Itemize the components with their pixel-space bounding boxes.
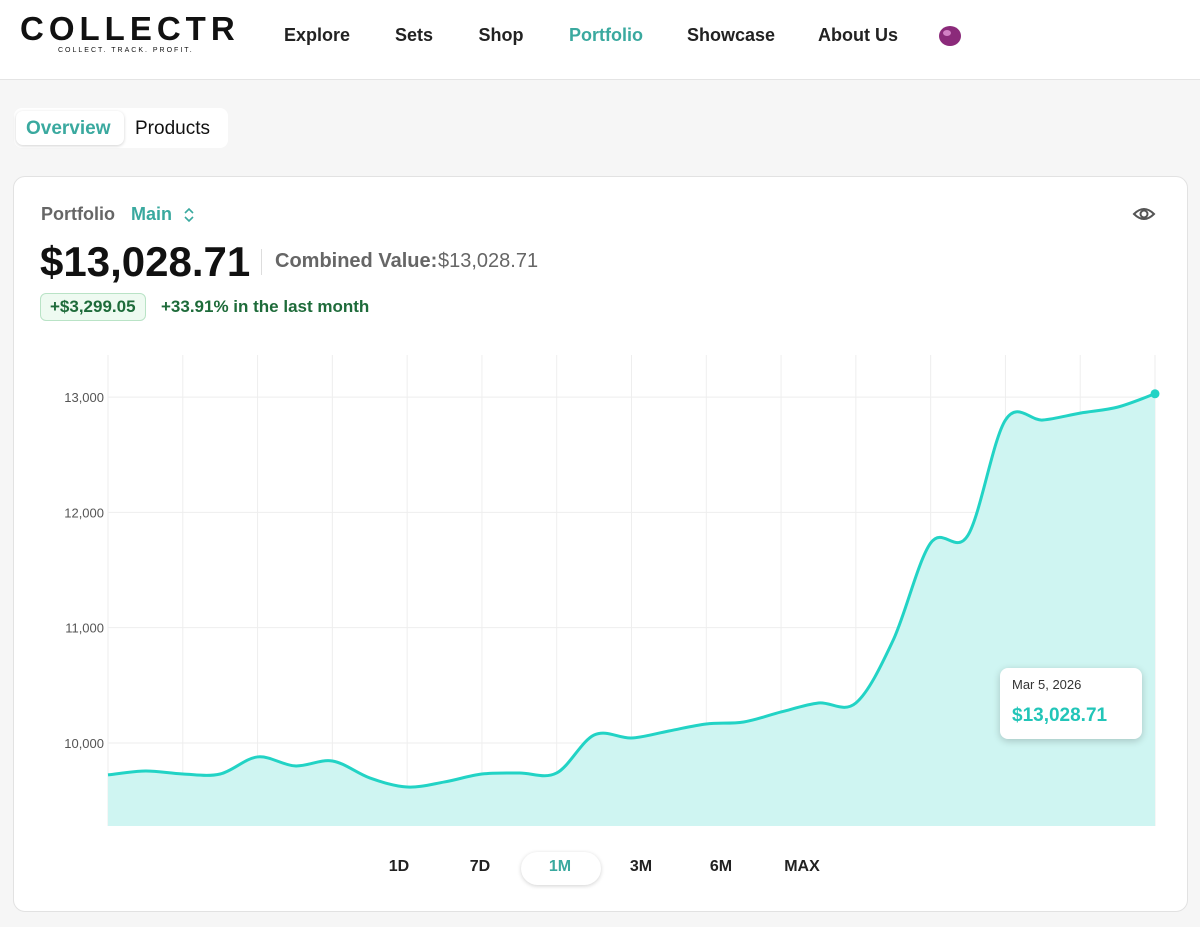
tagline: COLLECT. TRACK. PROFIT. [58,47,194,54]
combined-value: $13,028.71 [438,250,539,272]
logo[interactable]: COLLECTR [20,10,240,47]
nav-link[interactable]: Sets [394,25,434,45]
tab[interactable]: Overview [26,118,111,139]
range-button[interactable]: 7D [469,858,491,875]
range-button[interactable]: 1D [388,858,410,875]
change-badge: +$3,299.05 [40,293,146,321]
portfolio-value: $13,028.71 [40,238,251,285]
range-button[interactable]: 6M [709,858,733,875]
selector-icon[interactable] [183,207,195,223]
y-tick-label: 13,000 [64,390,104,405]
y-tick-label: 12,000 [64,505,104,520]
area [108,393,1155,826]
visibility-toggle[interactable] [1132,204,1156,224]
nav-link[interactable]: Showcase [686,25,776,45]
divider [261,249,262,275]
active-range-bg [521,852,601,885]
line [107,392,1156,789]
range-button[interactable]: 1M [548,858,572,875]
range-button[interactable]: 3M [629,858,653,875]
nav-link[interactable]: Explore [283,25,351,45]
change-percent: +33.91% in the last month [161,297,370,316]
nav-link[interactable]: Portfolio [569,25,643,45]
header: COLLECTR COLLECT. TRACK. PROFIT. Explore… [0,0,1200,80]
nav-link[interactable]: Shop [478,25,524,45]
tooltip: Mar 5, 2026 $13,028.71 [1000,668,1142,739]
tabs: Overview Products [14,108,228,148]
portfolio-label: Portfolio [41,204,115,224]
tab[interactable]: Products [135,118,210,139]
avatar[interactable] [936,22,964,50]
y-tick-label: 10,000 [64,736,104,751]
nav-link[interactable]: About Us [818,25,898,45]
active-tab-bg [16,111,124,145]
y-tick-label: 11,000 [65,621,104,636]
tooltip-date: Mar 5, 2026 [1012,677,1082,692]
range-button[interactable]: MAX [784,858,820,875]
portfolio-selector[interactable]: Main [131,204,173,224]
tooltip-value: $13,028.71 [1012,705,1108,726]
end-point [1150,389,1160,399]
combined-label: Combined Value: [275,250,438,272]
